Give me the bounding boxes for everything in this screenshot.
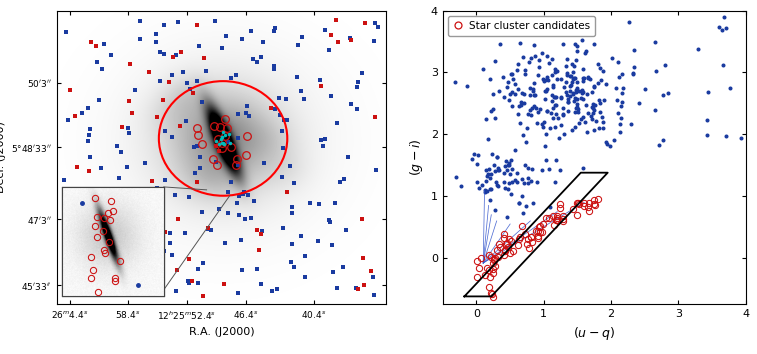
Y-axis label: Decl. (J2000): Decl. (J2000) xyxy=(0,121,5,194)
Y-axis label: $(g - i)$: $(g - i)$ xyxy=(408,139,425,176)
X-axis label: R.A. (J2000): R.A. (J2000) xyxy=(188,327,254,337)
Bar xyxy=(62,187,164,296)
Legend: Star cluster candidates: Star cluster candidates xyxy=(448,16,595,36)
X-axis label: $(u - q)$: $(u - q)$ xyxy=(573,325,615,342)
